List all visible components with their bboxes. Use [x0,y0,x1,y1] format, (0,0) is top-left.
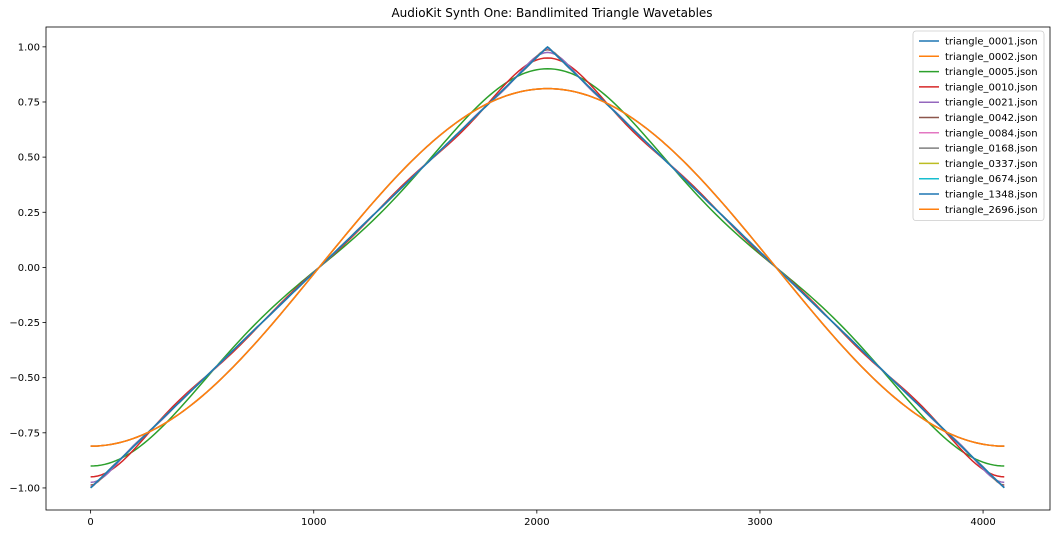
y-tick-label: −0.75 [9,428,40,439]
series-line-1 [90,87,1005,447]
x-tick-label: 3000 [747,517,772,528]
legend-entry: triangle_1348.json [945,190,1038,201]
legend-box [912,30,1045,222]
series-line-9 [90,46,1005,489]
x-tick-label: 1000 [301,517,326,528]
y-tick-label: −0.25 [9,318,40,329]
series-line-4 [90,57,1005,478]
series-line-2 [90,87,1005,447]
series-line-6 [90,48,1005,486]
series-line-3 [90,68,1005,467]
y-tick-label: −1.00 [9,483,40,494]
y-axis: −1.00 −0.75 −0.50 −0.25 0.00 0.25 0.50 0.75 1.00 [9,42,46,494]
x-tick-label: 0 [87,517,93,528]
x-tick-label: 4000 [970,517,995,528]
y-tick-label: 0.00 [18,263,40,274]
legend-entry: triangle_0084.json [945,128,1038,139]
series-line-11 [90,45,1005,489]
series-line-12 [90,87,1005,447]
x-tick-label: 2000 [524,517,549,528]
legend-entry: triangle_0337.json [945,159,1038,170]
series-line-10 [90,46,1005,489]
legend-entry: triangle_0042.json [945,113,1038,124]
legend-entry: triangle_0674.json [945,174,1038,185]
legend-entry: triangle_0005.json [945,67,1038,78]
legend-entry: triangle_0168.json [945,144,1038,155]
axes-frame [45,26,1051,511]
y-tick-label: −0.50 [9,373,40,384]
series-line-7 [90,47,1005,488]
y-tick-label: 0.50 [18,153,40,164]
legend-entry: triangle_2696.json [945,205,1038,216]
chart-title: AudioKit Synth One: Bandlimited Triangle… [391,6,712,20]
legend-entry: triangle_0021.json [945,98,1038,109]
legend-entry: triangle_0002.json [945,52,1038,63]
legend-entry: triangle_0001.json [945,37,1038,48]
series-line-8 [90,46,1005,488]
series-line-5 [90,51,1005,484]
legend: triangle_0001.json triangle_0002.jsontria… [912,30,1045,222]
legend-entry: triangle_0010.json [945,82,1038,93]
series-layer [90,45,1005,489]
plot-area [90,45,1005,489]
y-tick-label: 0.75 [18,97,40,108]
x-axis: 0 1000 2000 3000 4000 [87,510,996,528]
y-tick-label: 0.25 [18,208,40,219]
y-tick-label: 1.00 [18,42,40,53]
